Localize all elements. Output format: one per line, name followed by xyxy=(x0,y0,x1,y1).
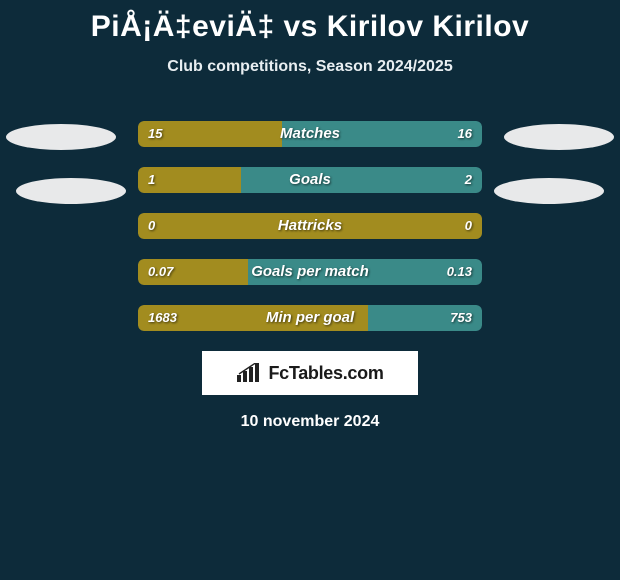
stats-panel: 15 16Matches 1 2Goals 0 0Hattricks 0.07 0.13Goa… xyxy=(138,121,482,331)
decorative-ellipse xyxy=(504,124,614,150)
stat-row: 1683 753Min per goal xyxy=(138,305,482,331)
branding-text: FcTables.com xyxy=(268,363,383,384)
decorative-ellipse xyxy=(16,178,126,204)
stat-label: Goals per match xyxy=(138,259,482,285)
page-title: PiÅ¡Ä‡eviÄ‡ vs Kirilov Kirilov xyxy=(0,0,620,44)
bar-chart-icon xyxy=(236,363,262,383)
stat-label: Goals xyxy=(138,167,482,193)
stat-label: Matches xyxy=(138,121,482,147)
stat-value-left: 1683 xyxy=(148,305,177,331)
stat-value-left: 15 xyxy=(148,121,162,147)
decorative-ellipse xyxy=(494,178,604,204)
stat-value-left: 1 xyxy=(148,167,155,193)
stat-value-right: 0.13 xyxy=(447,259,472,285)
stat-label: Hattricks xyxy=(138,213,482,239)
stat-value-right: 0 xyxy=(465,213,472,239)
stat-label: Min per goal xyxy=(138,305,482,331)
stat-row: 15 16Matches xyxy=(138,121,482,147)
decorative-ellipse xyxy=(6,124,116,150)
stat-row: 1 2Goals xyxy=(138,167,482,193)
stat-value-right: 16 xyxy=(458,121,472,147)
subtitle: Club competitions, Season 2024/2025 xyxy=(0,58,620,76)
stat-value-left: 0.07 xyxy=(148,259,173,285)
stat-value-left: 0 xyxy=(148,213,155,239)
branding-box: FcTables.com xyxy=(202,351,418,395)
stat-row: 0.07 0.13Goals per match xyxy=(138,259,482,285)
stat-value-right: 753 xyxy=(450,305,472,331)
date-text: 10 november 2024 xyxy=(0,413,620,431)
stat-value-right: 2 xyxy=(465,167,472,193)
stat-row: 0 0Hattricks xyxy=(138,213,482,239)
